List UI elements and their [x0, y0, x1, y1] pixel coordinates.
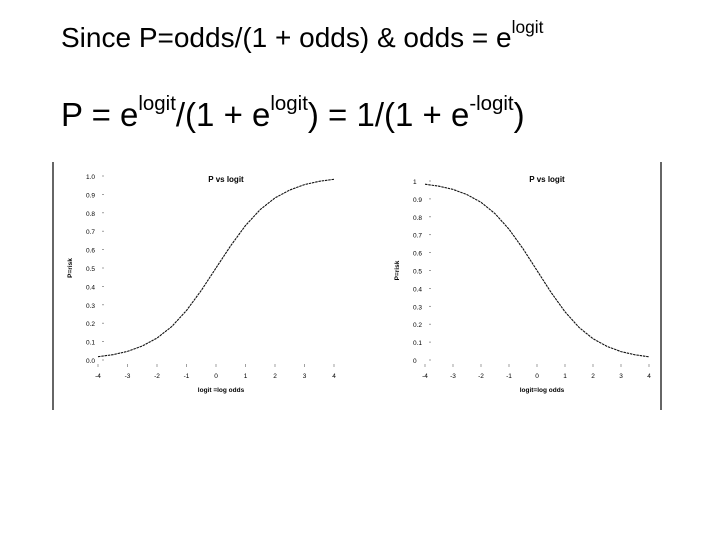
equation-line-1: Since P=odds/(1 + odds) & odds = elogit [61, 19, 543, 54]
y-axis-label: P=risk [394, 260, 401, 280]
y-tick-label: 0.2 [86, 321, 95, 328]
equation-2-part-3: ) = 1/(1 + e [307, 96, 470, 133]
y-tick-label: 1 [413, 179, 417, 186]
x-tick-label: 2 [273, 373, 277, 380]
chart-title: P vs logit [529, 175, 565, 184]
equation-2-superscript-1: logit [138, 91, 176, 115]
y-tick-label: 1.0 [86, 174, 95, 181]
x-tick-label: -3 [125, 373, 131, 380]
x-tick-label: -3 [450, 373, 456, 380]
x-tick-label: -1 [184, 373, 190, 380]
y-tick-label: 0.2 [413, 322, 422, 329]
y-tick-label: 0.7 [413, 233, 422, 240]
y-tick-label: 0 [413, 358, 417, 365]
y-axis-label: P=risk [67, 258, 74, 278]
y-tick-label: 0.0 [86, 358, 95, 365]
x-tick-label: 2 [591, 373, 595, 380]
logistic-chart-left: P vs logit 0.0 0.1 0.2 0.3 0.4 0.5 0.6 0.7 0.8 0.9… [52, 162, 336, 410]
y-tick-label: 0.8 [86, 211, 95, 218]
chart-title: P vs logit [208, 175, 244, 184]
y-tick-label: 0.3 [86, 303, 95, 310]
chart-panel-left: P vs logit 0.0 0.1 0.2 0.3 0.4 0.5 0.6 0.7 0.8 0.9… [51, 162, 361, 410]
equation-2-part-4: ) [513, 96, 525, 133]
x-tick-label: -2 [478, 373, 484, 380]
x-tick-label: -4 [422, 373, 428, 380]
y-tick-label: 0.5 [86, 266, 95, 273]
logistic-curve-line [424, 183, 650, 358]
x-tick-label: 3 [303, 373, 307, 380]
x-tick-label: 3 [619, 373, 623, 380]
y-tick-label: 0.4 [413, 286, 422, 293]
x-tick-label: 1 [244, 373, 248, 380]
logistic-chart-right: P vs logit 0 0.1 0.2 0.3 0.4 0.5 0.6 0.7 0.8 0.9 1 -… [394, 162, 662, 410]
x-tick-label: 1 [563, 373, 567, 380]
y-tick-label: 0.3 [413, 304, 422, 311]
equation-1-text: Since P=odds/(1 + odds) & odds = e [61, 22, 512, 53]
x-tick-label: 0 [214, 373, 218, 380]
y-tick-label: 0.8 [413, 215, 422, 222]
y-tick-label: 0.6 [413, 251, 422, 258]
equation-2-part-2: /(1 + e [175, 96, 271, 133]
equation-line-2: P = elogit/(1 + elogit) = 1/(1 + e-logit… [61, 93, 525, 134]
y-tick-label: 0.7 [86, 229, 95, 236]
chart-panel-right: P vs logit 0 0.1 0.2 0.3 0.4 0.5 0.6 0.7 0.8 0.9 1 -… [381, 162, 691, 410]
y-tick-label: 0.4 [86, 284, 95, 291]
y-tick-label: 0.9 [86, 192, 95, 199]
y-tick-label: 0.9 [413, 197, 422, 204]
equation-2-superscript-2: logit [270, 91, 308, 115]
x-tick-label: 4 [647, 373, 651, 380]
equation-2-part-1: P = e [61, 96, 139, 133]
y-tick-label: 0.1 [413, 340, 422, 347]
equation-1-superscript: logit [511, 17, 544, 38]
x-tick-label: -2 [154, 373, 160, 380]
x-tick-label: 0 [535, 373, 539, 380]
y-tick-label: 0.6 [86, 248, 95, 255]
logistic-curve-line [97, 178, 335, 358]
x-tick-label: 4 [332, 373, 336, 380]
y-tick-label: 0.1 [86, 340, 95, 347]
x-axis-label: logit =log odds [198, 387, 245, 394]
x-tick-label: -4 [95, 373, 101, 380]
x-tick-label: -1 [506, 373, 512, 380]
y-tick-label: 0.5 [413, 269, 422, 276]
equation-2-superscript-3: -logit [469, 91, 514, 115]
x-axis-label: logit=log odds [520, 387, 565, 394]
